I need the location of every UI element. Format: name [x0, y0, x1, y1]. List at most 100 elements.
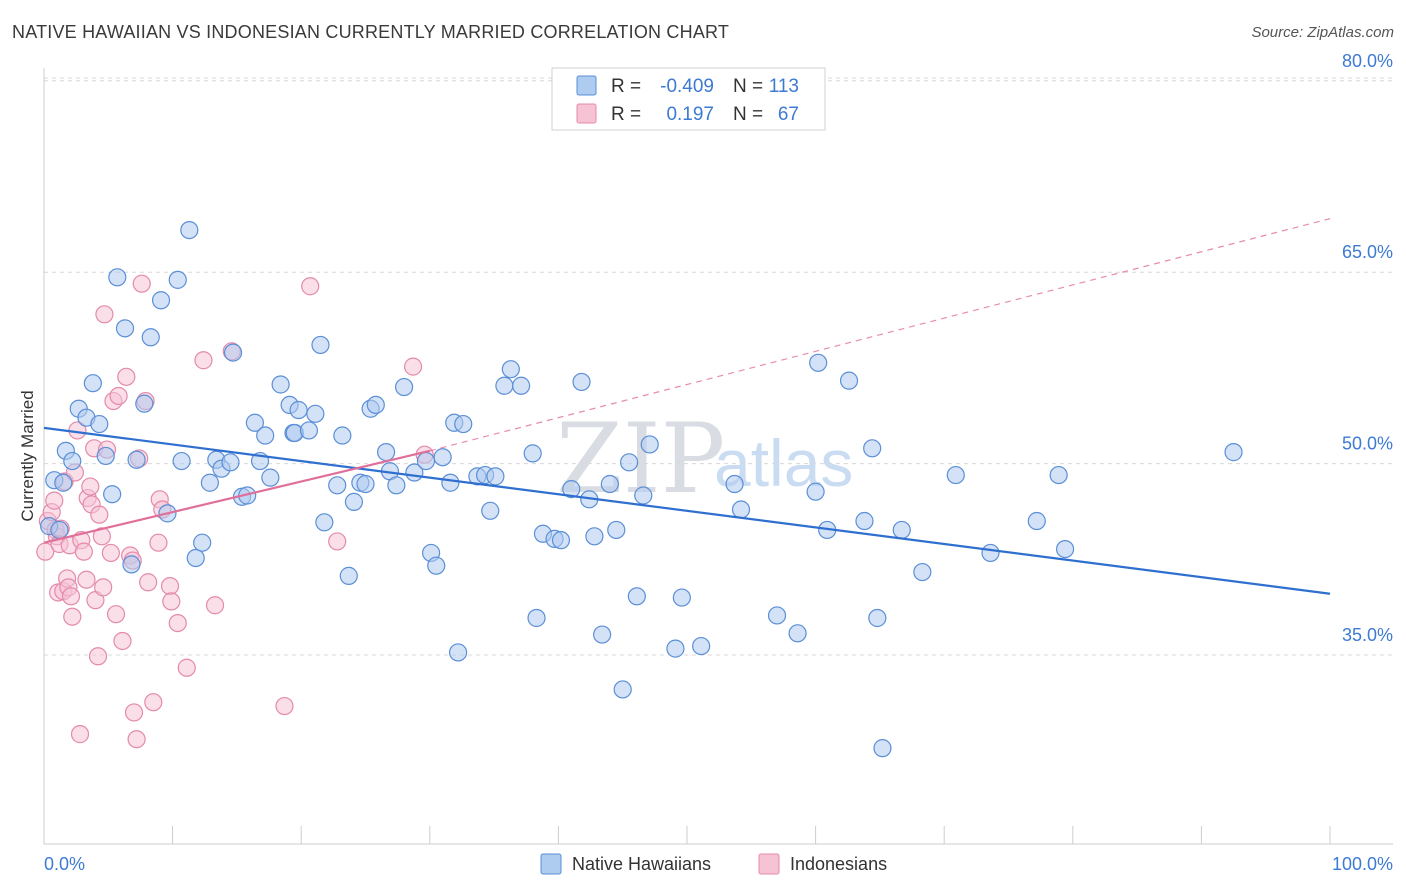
native-hawaiians-point — [486, 467, 505, 486]
native-hawaiians-point — [523, 444, 542, 463]
indonesians-point — [90, 505, 109, 524]
native-hawaiians-point — [946, 465, 965, 485]
indonesians-point — [81, 477, 100, 496]
indonesians-point — [168, 613, 187, 633]
native-hawaiians-point — [172, 451, 191, 471]
native-hawaiians-point — [873, 739, 892, 758]
native-hawaiians-point — [640, 435, 659, 454]
y-tick-label: 50.0% — [1342, 434, 1393, 454]
native-hawaiians-point — [613, 680, 632, 699]
indonesians-point — [109, 386, 128, 406]
native-hawaiians-point — [527, 608, 546, 628]
native-hawaiians-point — [387, 476, 406, 495]
native-hawaiians-point — [200, 473, 219, 492]
native-hawaiians-point — [806, 482, 825, 501]
native-hawaiians-point — [731, 500, 751, 519]
native-hawaiians-point — [892, 520, 911, 540]
indonesians-point — [403, 357, 423, 376]
chart-title: NATIVE HAWAIIAN VS INDONESIAN CURRENTLY … — [12, 22, 730, 42]
indonesians-point — [132, 274, 151, 293]
native-hawaiians-point — [193, 533, 212, 552]
native-hawaiians-trend-line — [43, 426, 1331, 595]
indonesians-point — [301, 277, 320, 296]
native-hawaiians-point — [223, 343, 243, 362]
legend-r-label-2: R = — [611, 104, 641, 125]
native-hawaiians-point — [63, 451, 82, 471]
native-hawaiians-point — [315, 513, 334, 532]
indonesians-point — [74, 542, 93, 561]
indonesians-point — [63, 607, 82, 626]
indonesians-point — [117, 367, 136, 386]
native-hawaiians-point — [83, 374, 102, 393]
native-hawaiians-point — [122, 555, 141, 574]
legend-swatch-blue — [576, 75, 597, 96]
native-hawaiians-point — [1027, 511, 1046, 531]
legend-r-label-1: R = — [611, 76, 641, 97]
indonesians-point — [88, 647, 108, 666]
bottom-legend-label-indonesians: Indonesians — [790, 854, 887, 874]
native-hawaiians-point — [427, 556, 446, 575]
indonesians-point — [124, 703, 144, 722]
legend-swatch-pink — [576, 103, 597, 124]
native-hawaiians-point — [692, 636, 711, 656]
indonesians-point — [77, 570, 96, 589]
native-hawaiians-point — [376, 443, 396, 462]
y-tick-label: 80.0% — [1342, 51, 1393, 71]
bottom-legend-swatch-blue — [540, 853, 562, 875]
native-hawaiians-point — [168, 270, 187, 289]
native-hawaiians-point — [344, 492, 364, 511]
indonesians-point — [144, 693, 163, 712]
native-hawaiians-point — [788, 624, 807, 643]
native-hawaiians-point — [627, 587, 646, 606]
native-hawaiians-point — [54, 473, 73, 492]
native-hawaiians-point — [180, 220, 199, 240]
indonesians-point — [149, 533, 168, 552]
indonesians-point — [194, 351, 213, 370]
native-hawaiians-point — [299, 421, 319, 440]
native-hawaiians-point — [868, 608, 887, 628]
native-hawaiians-point — [261, 468, 280, 487]
x-tick-label-max: 100.0% — [1332, 854, 1393, 874]
native-hawaiians-point — [256, 426, 275, 445]
native-hawaiians-point — [135, 394, 154, 413]
source-label: Source: ZipAtlas.com — [1251, 24, 1394, 41]
bottom-legend-label-native-hawaiians: Native Hawaiians — [572, 854, 711, 874]
native-hawaiians-point — [600, 474, 619, 494]
native-hawaiians-point — [356, 474, 375, 494]
native-hawaiians-point — [572, 372, 591, 392]
indonesians-point — [61, 587, 81, 606]
native-hawaiians-point — [108, 268, 127, 287]
indonesians-point — [101, 543, 120, 563]
native-hawaiians-point — [1055, 539, 1075, 559]
native-hawaiians-point — [271, 375, 290, 394]
native-hawaiians-point — [495, 376, 514, 395]
native-hawaiians-point — [501, 360, 520, 379]
native-hawaiians-point — [1224, 443, 1243, 462]
correlation-legend: R = -0.409 N = 113 R = 0.197 N = 67 — [551, 67, 826, 131]
indonesians-point — [162, 592, 181, 611]
indonesians-point — [70, 725, 90, 744]
native-hawaiians-point — [441, 473, 460, 492]
native-hawaiians-point — [245, 413, 265, 432]
indonesians-point — [205, 596, 225, 615]
native-hawaiians-point — [433, 448, 452, 467]
native-hawaiians-point — [585, 527, 604, 546]
native-hawaiians-point — [593, 625, 612, 644]
native-hawaiians-point — [620, 453, 639, 472]
indonesians-trend-line — [43, 449, 431, 544]
native-hawaiians-point — [141, 328, 160, 347]
native-hawaiians-point — [416, 451, 436, 471]
native-hawaiians-point — [50, 520, 69, 540]
y-tick-labels: 35.0% 50.0% 65.0% 80.0% — [1342, 51, 1393, 645]
series-legend: Native Hawaiians Indonesians — [540, 853, 887, 875]
native-hawaiians-point — [127, 450, 146, 469]
native-hawaiians-point — [767, 606, 787, 625]
native-hawaiians-point — [103, 485, 122, 504]
indonesians-point — [160, 576, 180, 596]
native-hawaiians-point — [311, 335, 330, 355]
native-hawaiians-point — [551, 531, 571, 550]
native-hawaiians-point — [481, 501, 500, 520]
indonesians-point — [95, 305, 114, 324]
gridlines — [44, 77, 1393, 656]
native-hawaiians-point — [90, 414, 109, 434]
